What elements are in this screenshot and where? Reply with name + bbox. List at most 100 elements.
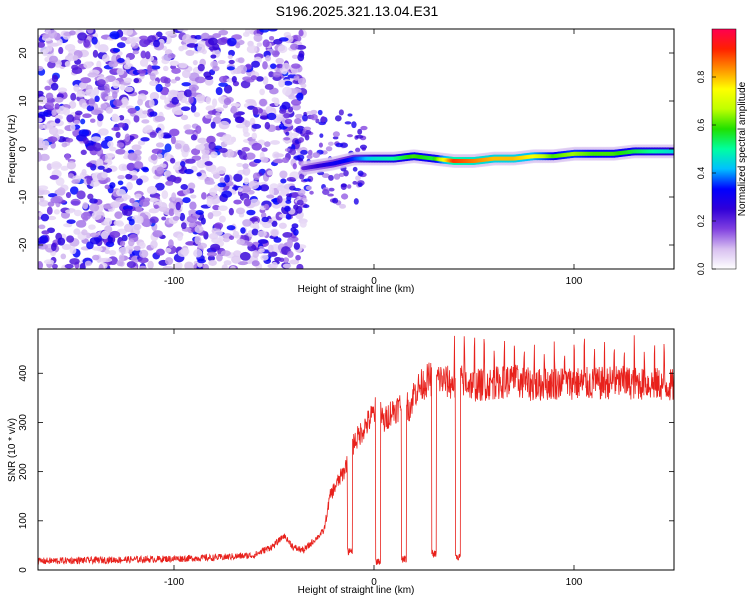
noise-speckle (188, 209, 196, 215)
noise-speckle (128, 170, 138, 176)
noise-speckle (155, 31, 163, 38)
noise-speckle (68, 100, 77, 109)
noise-speckle (81, 229, 88, 236)
noise-speckle (355, 175, 361, 181)
noise-speckle (156, 153, 163, 160)
noise-speckle (193, 112, 201, 118)
noise-speckle (178, 62, 188, 69)
noise-speckle (139, 38, 150, 48)
noise-speckle (153, 204, 159, 209)
noise-speckle (262, 39, 270, 48)
noise-speckle (258, 108, 264, 114)
noise-speckle (251, 60, 260, 68)
noise-speckle (39, 234, 49, 244)
noise-speckle (73, 119, 81, 125)
noise-speckle (333, 173, 341, 180)
noise-speckle (88, 224, 96, 230)
noise-speckle (343, 169, 349, 177)
noise-speckle (243, 131, 250, 138)
noise-speckle (83, 39, 91, 48)
noise-speckle (273, 153, 285, 158)
noise-speckle (176, 234, 183, 241)
noise-speckle (206, 198, 213, 208)
noise-speckle (299, 220, 307, 228)
noise-speckle (136, 215, 144, 224)
noise-speckle (206, 251, 218, 257)
noise-speckle (197, 43, 206, 53)
noise-speckle (310, 113, 318, 121)
noise-speckle (218, 120, 230, 130)
noise-speckle (315, 118, 320, 124)
noise-speckle (133, 161, 144, 170)
noise-speckle (307, 149, 313, 156)
noise-speckle (74, 110, 83, 116)
noise-speckle (277, 45, 288, 54)
noise-speckle (169, 60, 180, 67)
noise-speckle (104, 184, 111, 190)
noise-speckle (138, 265, 147, 269)
noise-speckle (92, 254, 100, 261)
noise-speckle (248, 180, 260, 190)
noise-speckle (38, 185, 49, 191)
x-tick-label: 0 (371, 577, 377, 588)
noise-speckle (47, 136, 58, 143)
noise-speckle (173, 176, 182, 184)
noise-speckle (227, 54, 233, 60)
noise-speckle (221, 190, 233, 198)
spectrogram-x-ticks: -100 0 100 (164, 29, 583, 287)
noise-speckle (291, 63, 301, 69)
noise-speckle (141, 119, 150, 124)
noise-speckle (154, 115, 166, 122)
noise-speckle (177, 93, 183, 101)
noise-speckle (115, 188, 127, 197)
noise-speckle (83, 61, 93, 69)
noise-speckle (169, 90, 179, 96)
noise-speckle (261, 147, 268, 152)
noise-speckle (94, 95, 100, 103)
noise-speckle (338, 172, 345, 177)
noise-speckle (299, 173, 305, 180)
noise-speckle (252, 107, 259, 116)
noise-speckle (327, 193, 334, 197)
noise-speckle (318, 142, 323, 148)
noise-speckle (234, 116, 245, 124)
noise-speckle (86, 162, 93, 168)
noise-speckle (292, 162, 297, 170)
noise-speckle (195, 94, 206, 102)
colorbar-label: Normalized spectral amplitude (737, 81, 748, 216)
noise-speckle (328, 174, 334, 181)
noise-speckle (90, 136, 102, 142)
noise-speckle (85, 89, 95, 97)
noise-speckle (191, 86, 197, 96)
noise-speckle (246, 45, 258, 54)
noise-speckle (340, 193, 349, 200)
noise-speckle (228, 207, 234, 216)
noise-speckle (38, 261, 44, 269)
noise-speckle (270, 63, 277, 69)
snr-line-layer (38, 335, 674, 565)
noise-speckle (192, 59, 198, 66)
noise-speckle (188, 221, 197, 228)
spectrogram-y-ticks: -20 -10 0 10 20 (18, 47, 674, 252)
noise-speckle (188, 96, 194, 104)
noise-speckle (55, 177, 65, 186)
snr-plot-area (38, 329, 674, 570)
noise-speckle (89, 179, 100, 187)
noise-speckle (161, 216, 167, 221)
noise-speckle (245, 152, 256, 160)
noise-speckle (101, 257, 113, 263)
y-tick-label: 400 (18, 364, 29, 381)
noise-speckle (65, 191, 72, 199)
noise-speckle (290, 99, 302, 106)
noise-speckle (264, 83, 274, 90)
noise-speckle (261, 216, 269, 223)
noise-speckle (360, 125, 368, 131)
noise-speckle (231, 255, 241, 264)
noise-speckle (77, 32, 88, 41)
noise-speckle (86, 175, 92, 185)
noise-speckle (306, 111, 313, 115)
noise-speckle (146, 185, 158, 195)
noise-speckle (264, 141, 271, 147)
noise-speckle (133, 115, 140, 123)
noise-speckle (325, 146, 333, 152)
